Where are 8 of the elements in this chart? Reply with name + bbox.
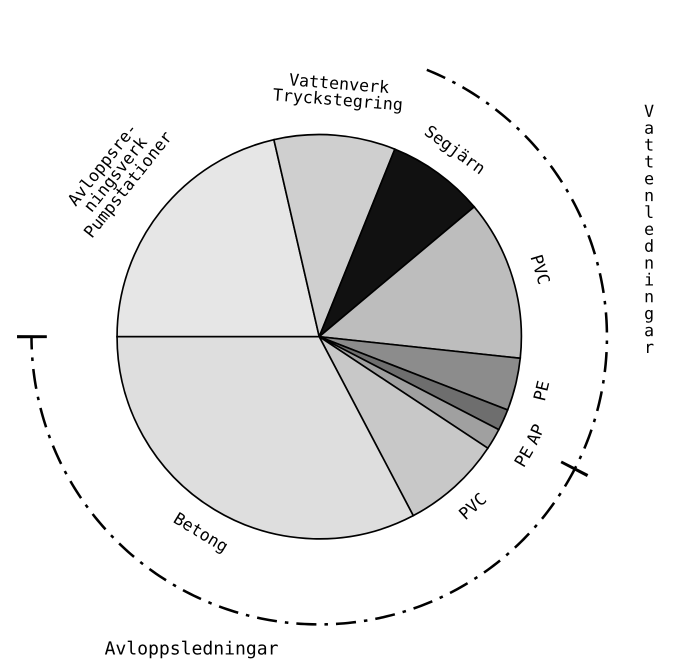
slice-label: PVC — [530, 254, 550, 284]
slice-label: PE — [514, 446, 534, 467]
slice-label: PE — [533, 380, 550, 400]
slice-label: AP — [526, 423, 545, 446]
text: Avloppsledningar — [104, 640, 278, 658]
text: Vattenledningar — [644, 104, 654, 353]
slice-label: PVC — [458, 492, 487, 520]
slice-label: Vattenverk Tryckstegring — [272, 72, 402, 114]
